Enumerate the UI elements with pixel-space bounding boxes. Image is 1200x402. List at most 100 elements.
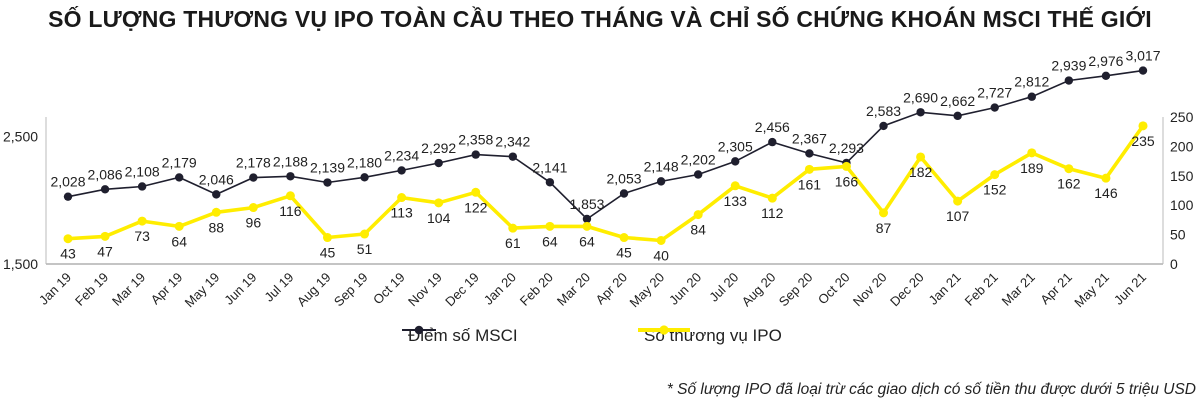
ipo-point — [1101, 173, 1111, 183]
msci-point — [731, 157, 740, 166]
msci-point — [805, 149, 814, 158]
ipo-data-label: 166 — [835, 173, 859, 189]
ipo-data-label: 87 — [876, 220, 892, 236]
ipo-point — [804, 164, 814, 174]
msci-point — [916, 108, 925, 117]
msci-point — [471, 150, 480, 159]
x-tick-label: Apr 19 — [148, 270, 186, 308]
x-tick-label: Mar 21 — [999, 270, 1038, 309]
x-tick-label: Apr 20 — [592, 270, 630, 308]
ipo-data-label: 113 — [390, 205, 413, 221]
msci-point — [1064, 76, 1074, 85]
msci-point — [619, 189, 629, 198]
ipo-data-label: 64 — [542, 233, 558, 249]
msci-point — [582, 214, 592, 224]
msci-data-label: 2,028 — [50, 174, 85, 190]
x-tick-label: Jan 19 — [36, 270, 74, 308]
ipo-data-label: 162 — [1057, 176, 1081, 192]
ipo-data-label: 122 — [464, 199, 488, 215]
msci-data-label: 2,976 — [1088, 53, 1123, 69]
ipo-point — [916, 152, 926, 162]
ipo-data-label: 61 — [505, 235, 521, 251]
msci-point — [953, 111, 962, 121]
msci-point — [137, 182, 147, 191]
legend-item-ipo: Số thương vụ IPO — [638, 323, 782, 349]
msci-point — [249, 173, 258, 182]
ipo-point — [841, 161, 851, 171]
x-tick-label: Jul 19 — [261, 270, 296, 305]
ipo-data-label: 116 — [279, 203, 302, 219]
msci-data-label: 1,853 — [569, 196, 604, 212]
msci-data-label: 2,293 — [829, 140, 864, 156]
ipo-point — [322, 233, 332, 243]
ipo-data-label: 133 — [724, 193, 748, 209]
ipo-point — [1064, 164, 1074, 174]
ipo-point — [767, 193, 777, 203]
msci-data-label: 2,662 — [940, 93, 975, 109]
msci-point — [768, 137, 777, 147]
y-left-tick-label: 2,500 — [3, 129, 38, 145]
x-tick-label: Feb 19 — [72, 270, 111, 309]
ipo-point — [545, 221, 555, 231]
x-tick-label: Oct 20 — [815, 270, 853, 308]
msci-data-label: 2,179 — [162, 154, 197, 170]
x-tick-label: Feb 21 — [962, 270, 1001, 309]
y-right-tick-label: 200 — [1170, 138, 1194, 154]
ipo-point — [582, 221, 592, 231]
msci-point — [434, 158, 443, 168]
msci-point — [175, 173, 184, 182]
ipo-data-label: 88 — [208, 219, 224, 235]
ipo-point — [248, 203, 258, 213]
x-tick-label: Dec 20 — [887, 270, 927, 310]
msci-point — [1138, 66, 1148, 75]
legend-swatch-msci — [402, 325, 436, 335]
legend: Điểm số MSCI Số thương vụ IPO — [0, 323, 1200, 349]
ipo-data-label: 112 — [761, 205, 784, 221]
ipo-point — [990, 170, 1000, 180]
footnote: * Số lượng IPO đã loại trừ các giao dịch… — [666, 381, 1196, 398]
msci-point — [990, 103, 999, 112]
ipo-data-label: 96 — [246, 215, 262, 231]
msci-data-label: 2,141 — [532, 159, 567, 175]
ipo-line — [67, 124, 1145, 243]
ipo-data-label: 73 — [134, 228, 150, 244]
msci-data-label: 2,939 — [1051, 58, 1086, 74]
x-tick-label: Jan 20 — [481, 270, 519, 308]
msci-data-label: 2,583 — [866, 103, 901, 119]
y-right-tick-label: 100 — [1170, 197, 1194, 213]
x-tick-label: Jun 19 — [221, 270, 259, 308]
msci-data-label: 2,812 — [1014, 74, 1049, 90]
x-tick-label: Nov 20 — [850, 270, 890, 310]
ipo-data-label: 146 — [1094, 185, 1118, 201]
ipo-data-label: 152 — [983, 182, 1007, 198]
msci-point — [693, 170, 703, 179]
ipo-point — [1027, 148, 1037, 158]
x-tick-label: Sep 19 — [331, 270, 371, 310]
ipo-point — [397, 193, 407, 203]
ipo-point — [285, 191, 295, 201]
msci-point — [397, 166, 406, 175]
msci-point — [286, 172, 295, 181]
x-tick-label: Oct 19 — [370, 270, 408, 308]
ipo-point — [174, 221, 184, 231]
msci-data-label: 2,148 — [644, 158, 679, 174]
y-right-tick-label: 0 — [1170, 256, 1178, 272]
ipo-point — [434, 198, 444, 208]
ipo-point — [953, 196, 963, 206]
x-tick-label: Aug 20 — [739, 270, 779, 310]
chart-title: SỐ LƯỢNG THƯƠNG VỤ IPO TOÀN CẦU THEO THÁ… — [48, 6, 1152, 32]
msci-data-label: 2,202 — [681, 151, 716, 167]
msci-data-label: 2,234 — [384, 147, 419, 163]
ipo-point — [879, 208, 889, 218]
ipo-point — [656, 235, 666, 245]
msci-point — [1027, 92, 1036, 101]
msci-data-label: 2,305 — [718, 138, 753, 154]
ipo-point — [730, 181, 740, 191]
ipo-data-label: 45 — [320, 245, 336, 261]
x-tick-label: May 20 — [626, 270, 667, 311]
legend-swatch-ipo — [638, 325, 690, 335]
msci-point — [1101, 71, 1111, 81]
y-right-tick-label: 50 — [1170, 227, 1186, 243]
msci-point — [323, 178, 332, 187]
